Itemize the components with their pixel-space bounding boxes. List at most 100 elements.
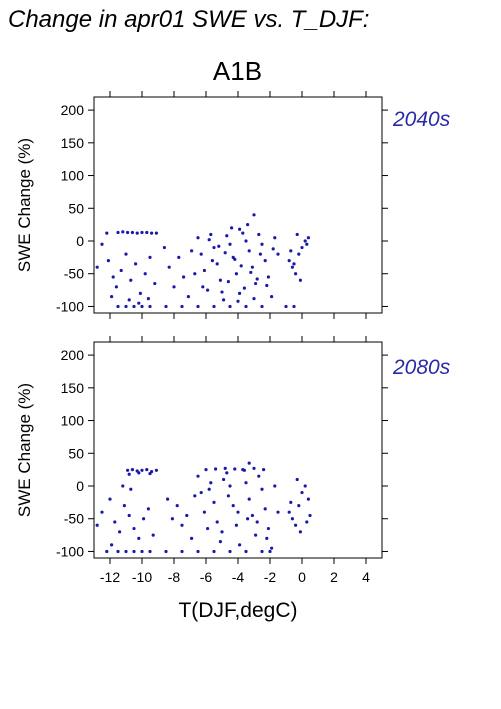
data-point xyxy=(116,230,120,235)
data-point xyxy=(263,259,267,263)
data-point xyxy=(132,526,136,531)
data-point xyxy=(106,259,110,263)
data-point xyxy=(292,304,296,309)
data-point xyxy=(290,265,294,269)
data-point xyxy=(137,471,141,475)
data-point xyxy=(206,526,210,531)
data-point xyxy=(241,231,245,235)
data-point xyxy=(270,295,274,299)
data-point xyxy=(294,523,298,527)
x-tick-label: -6 xyxy=(200,569,213,585)
data-point xyxy=(105,231,109,235)
data-point xyxy=(284,304,288,309)
data-point xyxy=(218,540,222,544)
period-label: 2080s xyxy=(392,356,451,379)
data-point xyxy=(95,523,99,527)
data-point xyxy=(233,467,237,471)
data-point xyxy=(297,252,301,256)
data-point xyxy=(223,466,227,470)
data-point xyxy=(146,507,150,511)
data-point xyxy=(190,249,194,253)
data-point xyxy=(142,517,146,521)
data-point xyxy=(154,468,158,472)
plot-frame-2040s xyxy=(93,96,383,314)
data-point xyxy=(260,549,264,554)
data-point xyxy=(265,283,269,288)
data-point xyxy=(273,484,277,488)
data-point xyxy=(210,259,214,263)
data-point xyxy=(228,304,232,309)
data-point xyxy=(276,510,280,514)
data-point xyxy=(209,232,213,237)
data-point xyxy=(294,272,298,276)
data-point xyxy=(129,278,133,282)
data-point xyxy=(167,265,171,269)
data-point xyxy=(199,490,203,495)
data-point xyxy=(276,252,280,256)
data-point xyxy=(218,278,222,282)
data-point xyxy=(263,507,267,511)
data-point xyxy=(222,477,226,482)
data-point xyxy=(298,278,302,282)
data-point xyxy=(114,285,118,289)
data-point xyxy=(260,304,264,309)
data-point xyxy=(124,304,128,309)
data-point xyxy=(199,252,203,256)
data-point xyxy=(260,242,264,246)
data-point xyxy=(146,297,150,301)
data-point xyxy=(247,461,251,465)
x-tick-label: -2 xyxy=(264,569,277,585)
y-tick-label: -100 xyxy=(56,298,84,314)
data-point xyxy=(135,231,139,235)
data-point xyxy=(252,213,256,217)
data-point xyxy=(196,549,200,554)
data-point xyxy=(231,504,235,508)
data-point xyxy=(247,497,251,501)
data-point xyxy=(250,513,254,518)
data-point xyxy=(260,487,264,491)
data-point xyxy=(118,530,122,534)
y-tick-label: -50 xyxy=(64,511,84,527)
data-point xyxy=(137,536,141,540)
x-tick-label: 0 xyxy=(298,569,306,585)
data-point xyxy=(230,226,234,230)
data-point xyxy=(170,517,174,521)
data-point xyxy=(238,227,242,231)
data-point xyxy=(273,236,277,240)
data-point xyxy=(236,510,240,514)
data-point xyxy=(244,481,248,485)
y-tick-label: 0 xyxy=(76,233,84,249)
data-point xyxy=(137,301,141,305)
data-point xyxy=(129,487,133,491)
y-tick-label: 200 xyxy=(61,347,85,363)
data-point xyxy=(148,549,152,554)
data-point xyxy=(266,275,270,279)
data-point xyxy=(300,490,304,495)
data-point xyxy=(164,304,168,309)
data-point xyxy=(254,281,258,286)
data-point xyxy=(212,549,216,554)
data-point xyxy=(124,549,128,554)
data-point xyxy=(100,242,104,246)
data-point xyxy=(305,520,309,524)
y-tick-label: 50 xyxy=(68,200,84,216)
y-tick-label: 50 xyxy=(68,445,84,461)
scenario-title: A1B xyxy=(212,56,263,86)
data-point xyxy=(121,230,125,234)
data-point xyxy=(162,245,166,250)
data-point xyxy=(255,277,259,281)
data-point xyxy=(116,549,120,554)
data-point xyxy=(196,236,200,240)
data-point xyxy=(204,468,208,472)
data-point xyxy=(249,270,253,275)
data-point xyxy=(262,468,266,472)
data-point xyxy=(100,510,104,514)
data-point xyxy=(180,549,184,554)
data-point xyxy=(258,252,262,256)
data-point xyxy=(145,230,149,235)
plot-frame-2080s xyxy=(93,341,383,559)
data-point xyxy=(110,295,114,299)
data-point xyxy=(140,468,144,472)
data-point xyxy=(140,304,144,309)
data-point xyxy=(257,474,261,478)
